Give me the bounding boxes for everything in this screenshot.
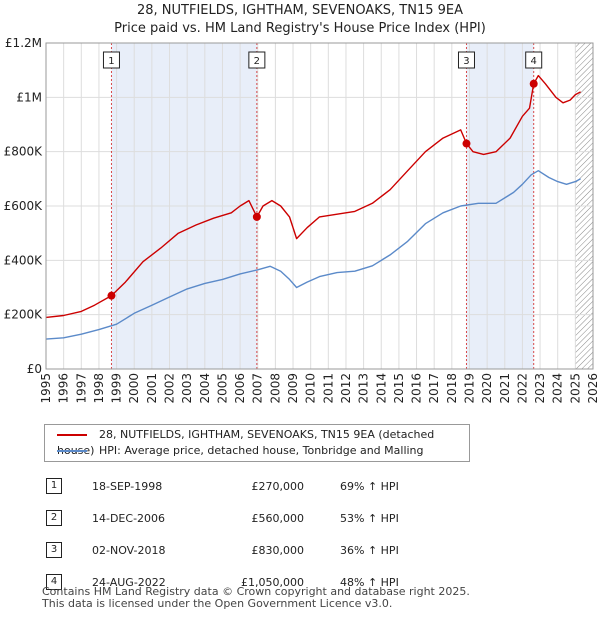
sale-marker-label: 1 [108,56,114,67]
sale-date: 02-NOV-2018 [92,543,166,557]
x-tick-label: 2009 [286,373,300,404]
x-tick-label: 1999 [110,373,124,404]
x-tick-label: 2015 [392,373,406,404]
x-tick-label: 2012 [339,373,353,404]
x-tick-label: 2002 [163,373,177,404]
blue-line-swatch-icon [57,450,87,452]
x-tick-label: 2007 [251,373,265,404]
hpi-line [45,169,581,340]
x-tick-label: 2026 [586,373,600,404]
x-tick-label: 2003 [180,373,194,404]
chart-title-line1: 28, NUTFIELDS, IGHTHAM, SEVENOAKS, TN15 … [136,3,463,18]
x-tick-label: 2004 [198,373,212,404]
sale-number-badge: 3 [46,542,62,558]
sale-hpi-change: 48% ↑ HPI [340,575,399,589]
sale-marker-box [248,51,266,69]
x-tick-label: 1995 [39,373,53,404]
sale-date: 18-SEP-1998 [92,479,163,493]
table-row: 3 02-NOV-2018 £830,000 36% ↑ HPI [42,534,460,566]
y-tick-label: £1M [16,90,42,104]
sales-table: 1 18-SEP-1998 £270,000 69% ↑ HPI 2 14-DE… [42,470,460,598]
price-paid-line [45,74,581,319]
y-tick-label: £400K [4,253,44,267]
y-tick-label: £600K [4,199,44,213]
table-row: 2 14-DEC-2006 £560,000 53% ↑ HPI [42,502,460,534]
x-tick-label: 1998 [92,373,106,404]
chart-title-line2: Price paid vs. HM Land Registry's House … [114,21,486,36]
sale-marker-box [457,51,475,69]
legend-label-hpi: HPI: Average price, detached house, Tonb… [99,444,424,457]
y-tick-label: £800K [4,145,44,159]
sale-number-badge: 4 [46,574,62,590]
x-tick-label: 1996 [57,373,71,404]
x-tick-label: 2006 [233,373,247,404]
footer-copyright: Contains HM Land Registry data © Crown c… [42,585,470,598]
sale-point [529,79,538,88]
plot-border [45,42,594,370]
sale-hpi-change: 36% ↑ HPI [340,543,399,557]
x-tick-label: 1997 [74,373,88,404]
sale-point [462,139,471,148]
sale-price: £270,000 [251,479,305,493]
x-tick-label: 2021 [498,373,512,404]
sale-price: £1,050,000 [241,575,304,589]
price-chart: 1 2 3 4 £0 £200K £400K £600K £800K £1M £1.2M 1995 1… [4,36,600,404]
sale-marker-label: 2 [254,56,260,67]
sale-date: 24-AUG-2022 [92,575,166,589]
footer-licence: This data is licensed under the Open Gov… [42,597,393,610]
sale-point [252,212,261,221]
x-tick-label: 2001 [145,373,159,404]
table-row: 4 24-AUG-2022 £1,050,000 48% ↑ HPI [42,566,460,598]
sale-point [107,291,116,300]
y-tick-label: £0 [27,362,42,376]
sale-date: 14-DEC-2006 [92,511,166,525]
sale-price: £830,000 [251,543,305,557]
table-row: 1 18-SEP-1998 £270,000 69% ↑ HPI [42,470,460,502]
x-tick-label: 2025 [568,373,582,404]
x-tick-label: 2011 [321,373,335,404]
legend-entry-price-paid: 28, NUTFIELDS, IGHTHAM, SEVENOAKS, TN15 … [57,427,469,457]
sale-hpi-change: 53% ↑ HPI [340,511,399,525]
x-tick-label: 2023 [533,373,547,404]
x-tick-label: 2013 [357,373,371,404]
sale-marker-label: 4 [531,56,537,67]
x-tick-label: 2010 [304,373,318,404]
x-tick-label: 2000 [127,373,141,404]
x-tick-label: 2020 [480,373,494,404]
sale-hpi-change: 69% ↑ HPI [340,479,399,493]
x-tick-label: 2005 [215,373,229,404]
y-tick-label: £1.2M [5,36,42,50]
legend-entry-hpi: HPI: Average price, detached house, Tonb… [57,443,424,459]
x-tick-label: 2008 [268,373,282,404]
sale-number-badge: 1 [46,478,62,494]
sale-number-badge: 2 [46,510,62,526]
y-tick-label: £200K [4,308,44,322]
sale-marker-box [102,51,120,69]
x-tick-label: 2014 [374,373,388,404]
sale-marker-label: 3 [463,56,469,67]
x-tick-label: 2019 [462,373,476,404]
x-tick-label: 2018 [445,373,459,404]
x-tick-label: 2022 [515,373,529,404]
sale-marker-box [525,51,543,69]
footer-attribution: Contains HM Land Registry data © Crown c… [42,586,470,610]
chart-legend: 28, NUTFIELDS, IGHTHAM, SEVENOAKS, TN15 … [44,424,470,462]
sale-price: £560,000 [251,511,305,525]
x-tick-label: 2017 [427,373,441,404]
x-tick-label: 2016 [410,373,424,404]
red-line-swatch-icon [57,434,87,436]
x-tick-label: 2024 [551,373,565,404]
